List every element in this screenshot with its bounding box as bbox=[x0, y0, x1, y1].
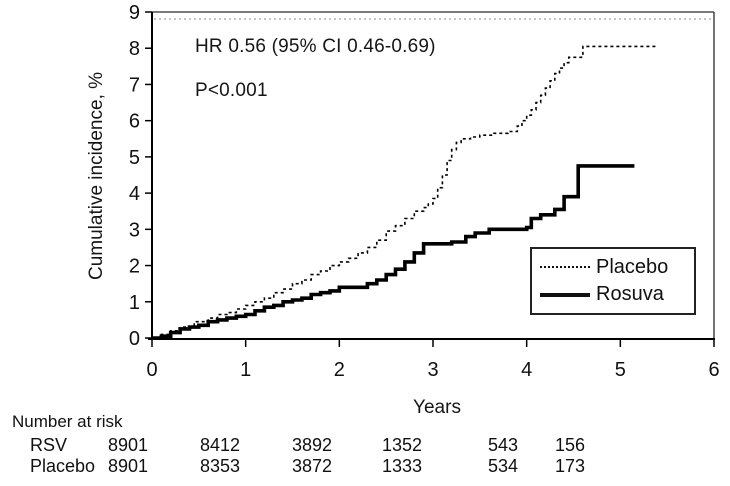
risk-value: 1333 bbox=[381, 456, 422, 476]
y-tick-label: 8 bbox=[129, 38, 140, 60]
p-value-annotation: P<0.001 bbox=[195, 80, 268, 101]
x-tick-label: 4 bbox=[521, 359, 532, 381]
y-tick-label: 2 bbox=[129, 256, 140, 278]
placebo-curve bbox=[152, 45, 658, 339]
y-tick-label: 3 bbox=[129, 219, 140, 241]
risk-value: 3872 bbox=[291, 456, 332, 476]
risk-value: 173 bbox=[554, 456, 585, 476]
y-tick-label: 4 bbox=[129, 183, 140, 205]
risk-value: 156 bbox=[554, 435, 585, 455]
rosuva-curve bbox=[152, 164, 635, 340]
x-tick-label: 5 bbox=[615, 359, 626, 381]
risk-value: 8901 bbox=[107, 435, 148, 455]
x-tick-label: 1 bbox=[240, 359, 251, 381]
risk-value: 8412 bbox=[199, 435, 240, 455]
risk-value: 8353 bbox=[199, 456, 240, 476]
y-tick-label: 0 bbox=[129, 328, 140, 350]
legend-box: Placebo Rosuva bbox=[530, 247, 696, 315]
y-axis-title: Cumulative incidence, % bbox=[86, 71, 107, 281]
risk-value: 3892 bbox=[291, 435, 332, 455]
number-at-risk-title: Number at risk bbox=[12, 412, 123, 431]
risk-row-label-rsv: RSV bbox=[30, 435, 68, 455]
legend-label-placebo: Placebo bbox=[596, 255, 669, 278]
hazard-ratio-annotation: HR 0.56 (95% CI 0.46-0.69) bbox=[195, 36, 436, 57]
legend-label-rosuva: Rosuva bbox=[596, 283, 664, 306]
legend-entry-rosuva: Rosuva bbox=[540, 283, 688, 306]
y-tick-label: 1 bbox=[129, 292, 140, 314]
y-tick-label: 5 bbox=[129, 147, 140, 169]
risk-row-label-placebo: Placebo bbox=[30, 456, 96, 476]
x-tick-label: 3 bbox=[427, 359, 438, 381]
y-tick-label: 9 bbox=[129, 2, 140, 24]
solid-line-sample-icon bbox=[540, 292, 590, 297]
dotted-line-sample-icon bbox=[540, 266, 590, 269]
y-tick-label: 6 bbox=[129, 111, 140, 133]
legend-entry-placebo: Placebo bbox=[540, 256, 688, 279]
x-tick-label: 0 bbox=[146, 359, 157, 381]
x-tick-label: 2 bbox=[334, 359, 345, 381]
x-tick-label: 6 bbox=[708, 359, 719, 381]
y-tick-label: 7 bbox=[129, 74, 140, 96]
risk-value: 8901 bbox=[107, 456, 148, 476]
risk-value: 534 bbox=[487, 456, 518, 476]
risk-value: 543 bbox=[487, 435, 518, 455]
risk-value: 1352 bbox=[381, 435, 422, 455]
x-axis-title: Years bbox=[413, 397, 461, 418]
